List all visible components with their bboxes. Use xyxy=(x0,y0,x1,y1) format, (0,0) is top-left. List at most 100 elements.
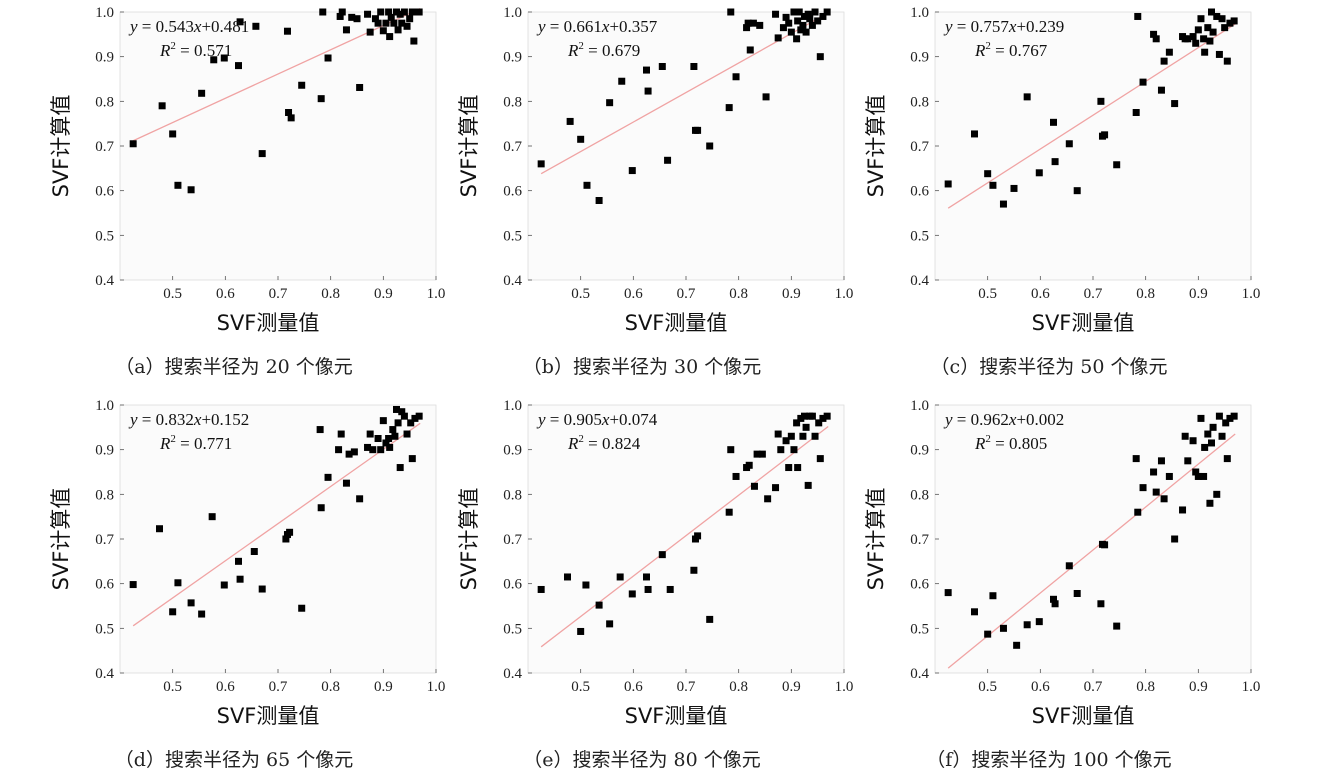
x-tick-label: 0.9 xyxy=(374,286,393,302)
data-point xyxy=(819,414,827,422)
data-point xyxy=(756,21,764,29)
r-superscript: 2 xyxy=(578,40,584,52)
data-point xyxy=(777,446,785,454)
data-point xyxy=(382,19,390,27)
data-point xyxy=(758,450,766,458)
regression-line xyxy=(947,433,1236,669)
data-point xyxy=(762,93,770,101)
data-point xyxy=(643,573,650,581)
data-point xyxy=(706,142,714,150)
data-point xyxy=(396,464,404,472)
data-point xyxy=(989,592,997,600)
data-point xyxy=(342,26,350,34)
x-axis-label: SVF测量值 xyxy=(625,311,728,335)
data-point xyxy=(595,196,603,204)
data-point xyxy=(999,200,1007,208)
data-point xyxy=(366,430,374,438)
r-value: = 0.805 xyxy=(991,434,1047,453)
data-point xyxy=(1035,169,1043,177)
x-axis-label: SVF测量值 xyxy=(1032,704,1135,728)
y-tick-label: 0.4 xyxy=(503,666,522,682)
data-point xyxy=(1223,57,1231,65)
data-point xyxy=(793,35,801,43)
equation-slope: = 0.905 xyxy=(546,410,602,429)
y-tick-label: 0.8 xyxy=(910,94,929,110)
plot-area xyxy=(527,11,845,281)
data-point xyxy=(1179,506,1187,514)
data-point xyxy=(198,89,206,97)
y-tick-label: 0.6 xyxy=(503,184,522,200)
data-point xyxy=(772,10,780,18)
data-point xyxy=(379,417,387,425)
data-point xyxy=(250,548,258,556)
equation-y: y xyxy=(128,17,138,36)
data-point xyxy=(398,408,406,416)
data-point xyxy=(725,508,733,516)
data-point xyxy=(618,77,626,85)
data-point xyxy=(944,589,952,597)
data-point xyxy=(1065,562,1073,570)
r-symbol: R xyxy=(974,41,986,60)
x-tick-label: 1.0 xyxy=(835,286,854,302)
data-point xyxy=(394,26,402,34)
scatter-plot: 0.4 0.5 0.6 0.7 0.8 0.9 1.0 0.5 0.6 0.7 0.8 0.9 1.0 y… xyxy=(864,5,1260,335)
data-point xyxy=(377,446,385,454)
equation-intercept: +0.239 xyxy=(1016,17,1064,36)
y-tick-label: 0.9 xyxy=(95,443,114,459)
data-point xyxy=(1197,15,1205,23)
data-point xyxy=(801,412,808,420)
data-point xyxy=(1218,432,1226,440)
plot-area xyxy=(934,11,1252,281)
x-tick-label: 0.5 xyxy=(978,679,997,695)
x-axis-label: SVF测量值 xyxy=(1032,311,1135,335)
data-point xyxy=(407,419,415,427)
y-axis-label: SVF计算值 xyxy=(864,95,888,198)
data-point xyxy=(811,8,819,16)
data-point xyxy=(1215,412,1223,420)
data-point xyxy=(787,432,795,440)
data-point xyxy=(744,19,752,27)
data-point xyxy=(389,426,397,434)
data-point xyxy=(169,130,177,138)
y-tick-label: 0.7 xyxy=(910,532,929,548)
scatter-plot: 0.4 0.5 0.6 0.7 0.8 0.9 1.0 0.5 0.6 0.7 0.8 0.9 1.0 y… xyxy=(457,5,853,335)
data-point xyxy=(727,8,735,16)
x-tick-label: 0.9 xyxy=(1189,286,1208,302)
r-value: = 0.824 xyxy=(584,434,641,453)
data-point xyxy=(811,432,819,440)
data-point xyxy=(236,18,244,26)
data-point xyxy=(1215,50,1223,58)
data-point xyxy=(750,482,758,490)
data-point xyxy=(1023,621,1031,629)
data-point xyxy=(794,17,802,25)
data-point xyxy=(797,414,805,422)
data-point xyxy=(386,443,394,451)
r-squared: R2 = 0.767 xyxy=(974,40,1048,60)
data-point xyxy=(364,443,372,451)
data-point xyxy=(1201,443,1209,451)
x-tick-label: 0.9 xyxy=(782,286,801,302)
data-point xyxy=(1221,24,1229,32)
data-point xyxy=(406,15,414,23)
regression-line xyxy=(947,23,1236,209)
x-tick-label: 0.7 xyxy=(269,286,288,302)
data-point xyxy=(1139,78,1147,86)
y-tick-label: 0.9 xyxy=(503,50,522,66)
data-point xyxy=(808,21,816,29)
data-point xyxy=(583,181,591,189)
data-point xyxy=(174,181,182,189)
y-tick-label: 0.9 xyxy=(910,50,929,66)
data-point xyxy=(785,464,793,472)
data-point xyxy=(169,608,177,616)
r-value: = 0.679 xyxy=(584,41,640,60)
r-superscript: 2 xyxy=(170,40,176,52)
data-point xyxy=(158,102,166,110)
y-tick-label: 1.0 xyxy=(503,5,522,21)
data-point xyxy=(235,557,242,565)
data-point xyxy=(1184,457,1192,465)
regression-equation: y = 0.661x+0.357 xyxy=(536,17,658,36)
data-point xyxy=(1206,37,1214,45)
data-point xyxy=(1050,595,1057,603)
data-point xyxy=(1050,118,1057,126)
data-point xyxy=(984,630,992,638)
